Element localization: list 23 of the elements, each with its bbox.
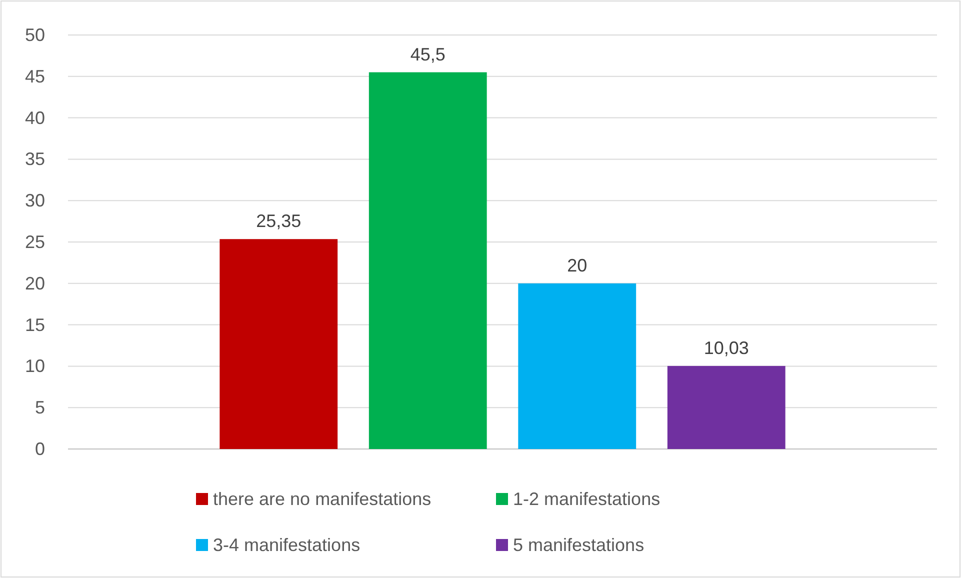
legend-label: 3-4 manifestations (213, 535, 360, 555)
y-tick-label: 5 (34, 398, 45, 418)
bar (220, 239, 338, 449)
data-label: 20 (567, 255, 588, 276)
data-label: 45,5 (410, 44, 446, 64)
y-tick-label: 45 (24, 66, 45, 86)
y-tick-label: 50 (24, 25, 45, 45)
y-tick-label: 35 (24, 149, 45, 170)
y-tick-label: 40 (24, 108, 45, 128)
bar (667, 366, 786, 449)
y-tick-label: 30 (24, 190, 45, 211)
bar (368, 72, 487, 449)
y-tick-label: 0 (34, 439, 45, 459)
data-label: 25,35 (256, 211, 302, 232)
y-tick-label: 10 (24, 356, 45, 376)
legend-label: 5 manifestations (513, 535, 644, 555)
y-tick-label: 20 (24, 273, 45, 294)
bar (518, 283, 636, 449)
legend-label: there are no manifestations (213, 489, 432, 509)
y-tick-label: 25 (24, 232, 45, 252)
data-label: 10,03 (704, 338, 749, 358)
y-tick-label: 15 (24, 314, 45, 335)
legend-label: 1-2 manifestations (513, 489, 660, 509)
